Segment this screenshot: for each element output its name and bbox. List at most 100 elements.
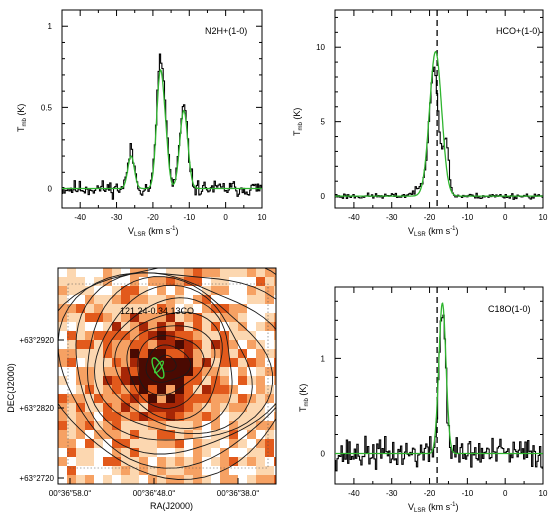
map-pixel — [112, 376, 122, 386]
map-pixel — [184, 403, 194, 413]
map-pixel — [274, 268, 276, 278]
map-pixel — [220, 349, 230, 359]
map-pixel — [211, 457, 221, 467]
map-pixel — [130, 403, 140, 413]
map-pixel — [220, 466, 230, 476]
map-pixel — [256, 457, 266, 467]
map-beam-ellipse-inner — [153, 360, 165, 374]
map-pixel — [121, 421, 131, 431]
map-pixel — [76, 376, 86, 386]
map-pixel — [193, 358, 203, 368]
map-pixel — [166, 313, 176, 323]
map-pixel — [103, 367, 113, 377]
map-pixel — [265, 448, 275, 458]
map-pixel — [112, 475, 122, 484]
map-pixel — [67, 466, 77, 476]
map-pixel — [103, 448, 113, 458]
map-pixel — [247, 340, 257, 350]
map-pixel — [94, 331, 104, 341]
map-pixel — [229, 376, 239, 386]
map-pixel — [85, 421, 95, 431]
map-pixel — [85, 376, 95, 386]
map-pixel — [85, 457, 95, 467]
map-pixel — [202, 277, 212, 287]
map-pixel — [130, 457, 140, 467]
map-pixel — [76, 448, 86, 458]
map-pixel — [67, 295, 77, 305]
map-pixel — [166, 394, 176, 404]
map-pixel — [166, 439, 176, 449]
map-pixel — [265, 367, 275, 377]
map-pixel — [112, 439, 122, 449]
map-pixel — [58, 331, 68, 341]
hco-ticks: -40 -30 -20 -10 0 10 0 5 10 — [316, 10, 548, 222]
map-pixel — [157, 430, 167, 440]
map-pixel — [202, 466, 212, 476]
map-pixel — [184, 376, 194, 386]
map-pixel — [193, 313, 203, 323]
map-pixel — [130, 412, 140, 422]
c18o-y-tick-label: 1 — [321, 354, 326, 363]
map-pixel — [121, 475, 131, 484]
map-pixel — [76, 466, 86, 476]
map-pixel — [157, 421, 167, 431]
map-pixel — [184, 466, 194, 476]
map-pixel — [148, 412, 158, 422]
map-pixel — [85, 475, 95, 484]
map-pixel — [265, 457, 275, 467]
map-pixel — [85, 448, 95, 458]
map-pixel — [193, 367, 203, 377]
map-pixel — [139, 286, 149, 296]
map-contour — [87, 276, 274, 441]
c18o-traces — [335, 287, 543, 484]
map-pixel — [58, 340, 68, 350]
map-contour — [137, 335, 205, 396]
map-pixel — [112, 403, 122, 413]
map-pixel — [256, 322, 266, 332]
map-pixel — [121, 376, 131, 386]
n2h-y-tick-label: 0 — [48, 185, 53, 194]
map-y-tick-label: +63°2720 — [19, 474, 54, 483]
n2h-traces — [62, 53, 262, 200]
map-pixel — [220, 304, 230, 314]
map-pixel — [211, 394, 221, 404]
map-pixel — [238, 313, 248, 323]
hco-line-label: HCO+(1-0) — [496, 26, 540, 36]
map-pixel — [202, 340, 212, 350]
map-pixel — [103, 349, 113, 359]
map-pixel — [229, 457, 239, 467]
map-pixel — [121, 403, 131, 413]
map-pixel — [265, 412, 275, 422]
map-pixel — [229, 349, 239, 359]
map-pixel — [148, 367, 158, 377]
map-pixel — [247, 367, 257, 377]
map-pixel — [238, 340, 248, 350]
map-pixel — [211, 403, 221, 413]
map-pixel — [166, 385, 176, 395]
map-pixel — [166, 430, 176, 440]
map-pixel — [112, 331, 122, 341]
hco-x-axis-label: VLSR (km s-1) — [408, 226, 459, 238]
map-pixel — [238, 439, 248, 449]
map-pixel — [85, 403, 95, 413]
map-pixel — [220, 268, 230, 278]
map-pixel — [202, 349, 212, 359]
map-pixel — [148, 430, 158, 440]
hco-traces — [335, 10, 543, 208]
map-pixel — [121, 340, 131, 350]
map-pixel — [220, 448, 230, 458]
map-pixel — [103, 394, 113, 404]
map-pixel — [85, 367, 95, 377]
map-pixel — [157, 340, 167, 350]
map-panel: 00°36′′58.0ʺ 00°36′′48.0ʺ 00°36′′38.0ʺ +63°… — [6, 267, 277, 511]
map-pixel — [220, 367, 230, 377]
map-pixel — [94, 322, 104, 332]
map-pixel — [184, 412, 194, 422]
map-pixel — [211, 466, 221, 476]
map-pixel — [85, 313, 95, 323]
map-pixel — [274, 475, 276, 484]
map-pixel — [67, 430, 77, 440]
map-pixel — [229, 412, 239, 422]
map-pixel — [211, 340, 221, 350]
